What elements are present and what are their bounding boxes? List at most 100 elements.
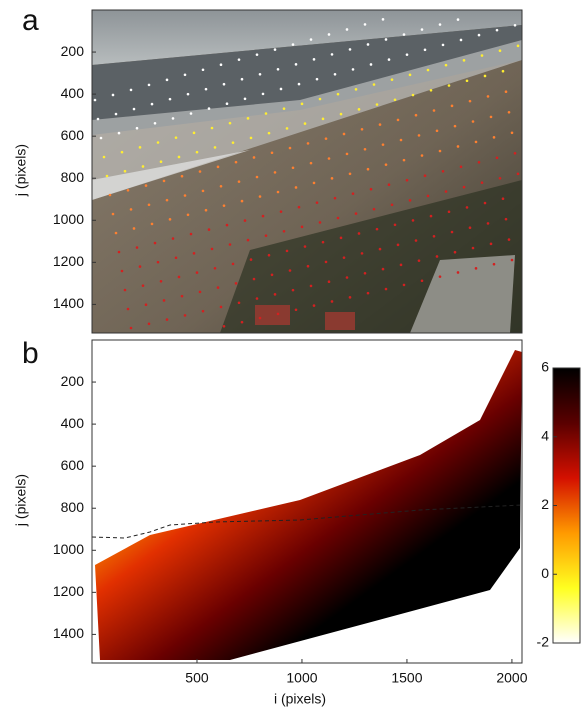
grid-point [219, 63, 223, 67]
grid-point [330, 53, 334, 56]
grid-point [417, 134, 421, 137]
grid-point [336, 92, 340, 96]
grid-point [147, 203, 151, 207]
grid-point [243, 219, 247, 222]
grid-point [228, 243, 232, 246]
grid-point [477, 33, 481, 37]
grid-point [348, 172, 352, 176]
grid-point [204, 208, 208, 212]
grid-point [210, 126, 214, 130]
grid-point [486, 222, 490, 225]
grid-point [267, 131, 271, 135]
grid-point [504, 217, 508, 221]
grid-point [213, 146, 217, 149]
grid-point [498, 176, 502, 180]
grid-point [309, 284, 313, 288]
grid-point [105, 174, 109, 178]
grid-point [246, 238, 250, 242]
grid-point [279, 87, 283, 91]
grid-point [177, 155, 181, 159]
grid-point [168, 97, 172, 101]
colorbar-tick-label: 4 [541, 427, 549, 443]
grid-point [333, 196, 337, 200]
grid-point [231, 141, 235, 144]
grid-point [135, 126, 139, 130]
grid-point [303, 245, 307, 248]
grid-point [219, 305, 223, 309]
grid-point [273, 293, 277, 296]
grid-point [270, 151, 274, 155]
grid-point [444, 190, 448, 193]
grid-point [411, 219, 415, 222]
y-tick-label: 600 [61, 127, 85, 143]
grid-point [387, 183, 391, 187]
grid-point [285, 127, 289, 130]
grid-point [168, 218, 172, 221]
grid-point [216, 286, 220, 289]
grid-point [120, 150, 124, 154]
grid-point [318, 221, 322, 224]
grid-point [288, 269, 292, 272]
grid-point [444, 63, 448, 67]
grid-point [144, 303, 148, 307]
grid-point [291, 43, 295, 46]
grid-point [237, 180, 241, 183]
grid-point [429, 214, 433, 218]
grid-point [378, 247, 382, 251]
grid-point [99, 136, 103, 140]
grid-point [516, 44, 520, 48]
grid-point [141, 284, 145, 287]
shoreline [91, 504, 523, 539]
grid-point [183, 314, 187, 317]
grid-point [339, 236, 343, 240]
grid-point [171, 117, 175, 120]
grid-point [414, 113, 418, 117]
grid-point [294, 308, 298, 312]
axes-frame [91, 339, 523, 664]
grid-point [435, 255, 439, 258]
grid-point [471, 246, 475, 250]
grid-point [270, 273, 274, 277]
x-tick-label: 2000 [496, 670, 527, 686]
grid-point [162, 179, 166, 183]
grid-point [342, 256, 346, 259]
grid-point [300, 102, 304, 106]
grid-point [516, 172, 520, 176]
grid-point [132, 227, 136, 230]
grid-point [351, 68, 355, 71]
grid-point [489, 115, 493, 119]
grid-point [393, 98, 397, 102]
grid-point [159, 160, 163, 164]
grid-point [114, 112, 118, 116]
colorbar-tick-label: 0 [541, 565, 549, 581]
grid-point [186, 213, 190, 217]
grid-point [315, 201, 319, 204]
grid-point [261, 214, 265, 218]
grid-point [234, 160, 238, 164]
grid-point [249, 258, 253, 261]
grid-point [366, 291, 370, 295]
grid-point [201, 309, 205, 313]
grid-point [366, 43, 370, 46]
grid-point [252, 277, 256, 281]
grid-point [141, 165, 145, 168]
grid-point [162, 299, 166, 302]
grid-point [255, 175, 259, 179]
grid-point [276, 190, 280, 194]
grid-point [384, 163, 388, 166]
grid-point [129, 326, 133, 330]
grid-point [330, 300, 334, 303]
grid-point [399, 263, 403, 267]
grid-point [114, 231, 118, 235]
grid-point [375, 227, 379, 231]
grid-point [165, 318, 169, 321]
grid-point [117, 250, 121, 254]
grid-point [240, 320, 244, 324]
grid-point [297, 82, 301, 86]
grid-point [459, 38, 463, 42]
grid-point [474, 267, 478, 270]
grid-point [432, 109, 436, 112]
grid-point [456, 145, 460, 148]
grid-point [453, 250, 457, 254]
grid-point [363, 147, 367, 151]
